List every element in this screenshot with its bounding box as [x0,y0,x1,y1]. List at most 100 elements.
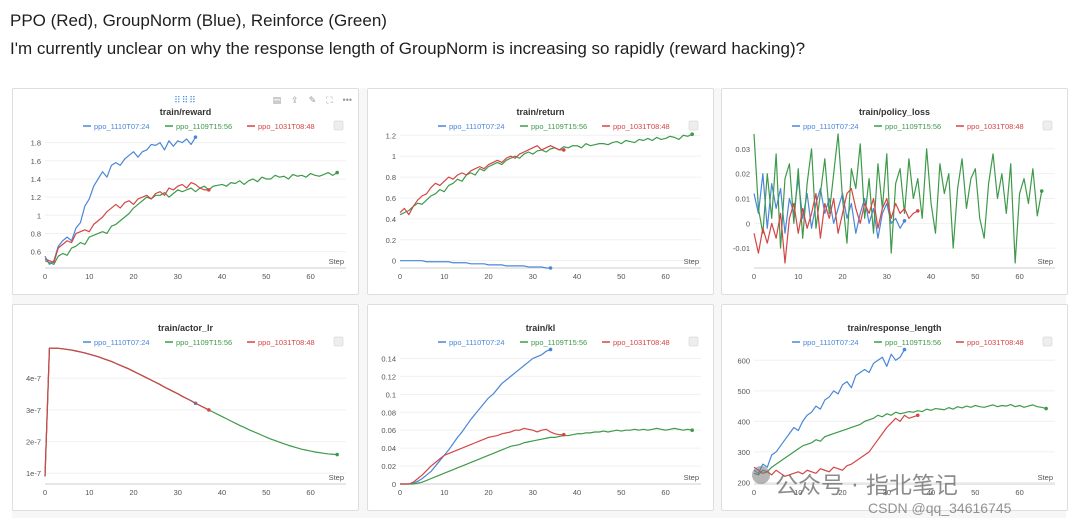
series-end-marker [561,432,566,437]
step-axis-label: Step [1038,257,1053,266]
legend-item-ppo_1110T07:24[interactable]: ppo_1110T07:24 [449,122,505,131]
legend-item-ppo_1109T15:56[interactable]: ppo_1109T15:56 [531,122,587,131]
legend-item-ppo_1110T07:24[interactable]: ppo_1110T07:24 [94,338,150,347]
series-end-marker [548,347,553,352]
series-line-ppo_1031T08:48 [44,182,209,264]
chart-title: train/reward [160,107,212,117]
y-tick-label: 500 [737,387,750,396]
series-end-marker [1039,189,1044,193]
chart-train-response-length: train/response_length ppo_1110T07:24 ppo_1… [737,323,1055,497]
x-tick-label: 30 [529,272,537,281]
legend-expand-button[interactable] [333,336,344,347]
step-axis-label: Step [1038,473,1053,482]
y-tick-label: 0.01 [735,195,750,204]
series-end-marker [902,219,907,223]
y-tick-label: 1e-7 [26,469,41,478]
x-tick-label: 10 [440,488,448,497]
y-tick-label: 1.2 [386,131,396,140]
legend-item-ppo_1031T08:48[interactable]: ppo_1031T08:48 [258,338,315,347]
drag-handle-icon[interactable]: ⠿⠿⠿ [174,95,197,105]
legend-expand-button[interactable] [333,120,344,131]
chart-train-reward: train/reward ppo_1110T07:24 ppo_1109T15:56… [31,107,346,281]
chart-title: train/kl [526,323,556,333]
panel-train-actor-lr: train/actor_lr ppo_1110T07:24 ppo_1109T15:… [12,304,359,511]
export-icon[interactable]: ⇪ [291,95,299,105]
legend-item-ppo_1110T07:24[interactable]: ppo_1110T07:24 [803,338,859,347]
legend-item-ppo_1031T08:48[interactable]: ppo_1031T08:48 [613,338,670,347]
legend-item-ppo_1109T15:56[interactable]: ppo_1109T15:56 [176,338,232,347]
y-tick-label: 1.8 [31,139,41,148]
x-tick-label: 0 [398,272,402,281]
y-tick-label: 1.2 [31,193,41,202]
x-tick-label: 20 [484,488,492,497]
legend-expand-button[interactable] [688,120,699,131]
series-line-ppo_1110T07:24 [400,260,551,269]
x-tick-label: 20 [838,272,846,281]
legend-expand-button[interactable] [1042,120,1053,131]
legend-item-ppo_1031T08:48[interactable]: ppo_1031T08:48 [258,122,315,131]
y-tick-label: 0 [746,219,750,228]
series-end-marker [335,452,339,457]
chart-grid: ⠿⠿⠿ ▤ ⇪ ✎ ⛶ ••• train/reward ppo_1110T07:… [12,88,1068,518]
legend-item-ppo_1110T07:24[interactable]: ppo_1110T07:24 [803,122,859,131]
series-line-ppo_1031T08:48 [399,145,564,216]
wechat-logo-icon [752,466,770,484]
edit-icon[interactable]: ✎ [308,95,317,105]
series-line-ppo_1031T08:48 [400,427,564,485]
step-axis-label: Step [329,257,344,266]
x-tick-label: 60 [661,272,669,281]
y-tick-label: 600 [737,356,750,365]
series-line-ppo_1109T15:56 [44,172,338,265]
chart-train-kl: train/kl ppo_1110T07:24 ppo_1109T15:56 ppo_… [381,323,701,497]
x-tick-label: 0 [43,488,47,497]
x-tick-label: 40 [573,488,581,497]
x-tick-label: 20 [129,272,137,281]
table-icon[interactable]: ▤ [272,95,282,105]
watermark-text: 公众号 · 指北笔记 [775,473,958,499]
x-tick-label: 50 [617,488,625,497]
legend-item-ppo_1109T15:56[interactable]: ppo_1109T15:56 [885,338,941,347]
y-tick-label: 200 [737,478,750,487]
legend-item-ppo_1109T15:56[interactable]: ppo_1109T15:56 [176,122,232,131]
legend-item-ppo_1031T08:48[interactable]: ppo_1031T08:48 [967,338,1024,347]
x-tick-label: 40 [927,272,935,281]
legend-item-ppo_1109T15:56[interactable]: ppo_1109T15:56 [531,338,587,347]
x-tick-label: 50 [262,488,270,497]
x-tick-label: 30 [883,272,891,281]
y-tick-label: 0.02 [381,462,396,471]
legend-item-ppo_1031T08:48[interactable]: ppo_1031T08:48 [613,122,670,131]
series-end-marker [690,132,694,137]
series-end-marker [206,408,211,412]
panel-train-policy-loss: train/policy_loss ppo_1110T07:24 ppo_1109T… [721,88,1068,295]
x-tick-label: 40 [218,272,226,281]
y-tick-label: 0.12 [381,372,396,381]
series-line-ppo_1031T08:48 [753,187,919,264]
x-tick-label: 30 [174,488,182,497]
series-end-marker [915,209,920,213]
y-tick-label: 0.2 [386,236,396,245]
step-axis-label: Step [684,473,699,482]
step-axis-label: Step [329,473,344,482]
legend-item-ppo_1110T07:24[interactable]: ppo_1110T07:24 [449,338,505,347]
series-line-ppo_1110T07:24 [400,348,551,485]
y-tick-label: 0.8 [31,229,41,238]
legend-item-ppo_1110T07:24[interactable]: ppo_1110T07:24 [94,122,150,131]
y-tick-label: 0.6 [31,248,41,257]
chart-train-return: train/return ppo_1110T07:24 ppo_1109T15:56… [386,107,701,281]
panel-train-kl: train/kl ppo_1110T07:24 ppo_1109T15:56 ppo_… [367,304,714,511]
legend-expand-button[interactable] [1042,336,1053,347]
legend-item-ppo_1031T08:48[interactable]: ppo_1031T08:48 [967,122,1024,131]
x-tick-label: 20 [838,488,846,497]
panel-train-reward: ⠿⠿⠿ ▤ ⇪ ✎ ⛶ ••• train/reward ppo_1110T07:… [12,88,359,295]
x-tick-label: 0 [43,272,47,281]
y-tick-label: 400 [737,417,750,426]
more-icon[interactable]: ••• [342,95,352,105]
legend-item-ppo_1109T15:56[interactable]: ppo_1109T15:56 [885,122,941,131]
x-tick-label: 50 [617,272,625,281]
x-tick-label: 10 [85,272,93,281]
fullscreen-icon[interactable]: ⛶ [326,95,333,105]
y-tick-label: 0.08 [381,408,396,417]
legend-expand-button[interactable] [688,336,699,347]
step-axis-label: Step [684,257,699,266]
y-tick-label: 1.4 [31,175,41,184]
